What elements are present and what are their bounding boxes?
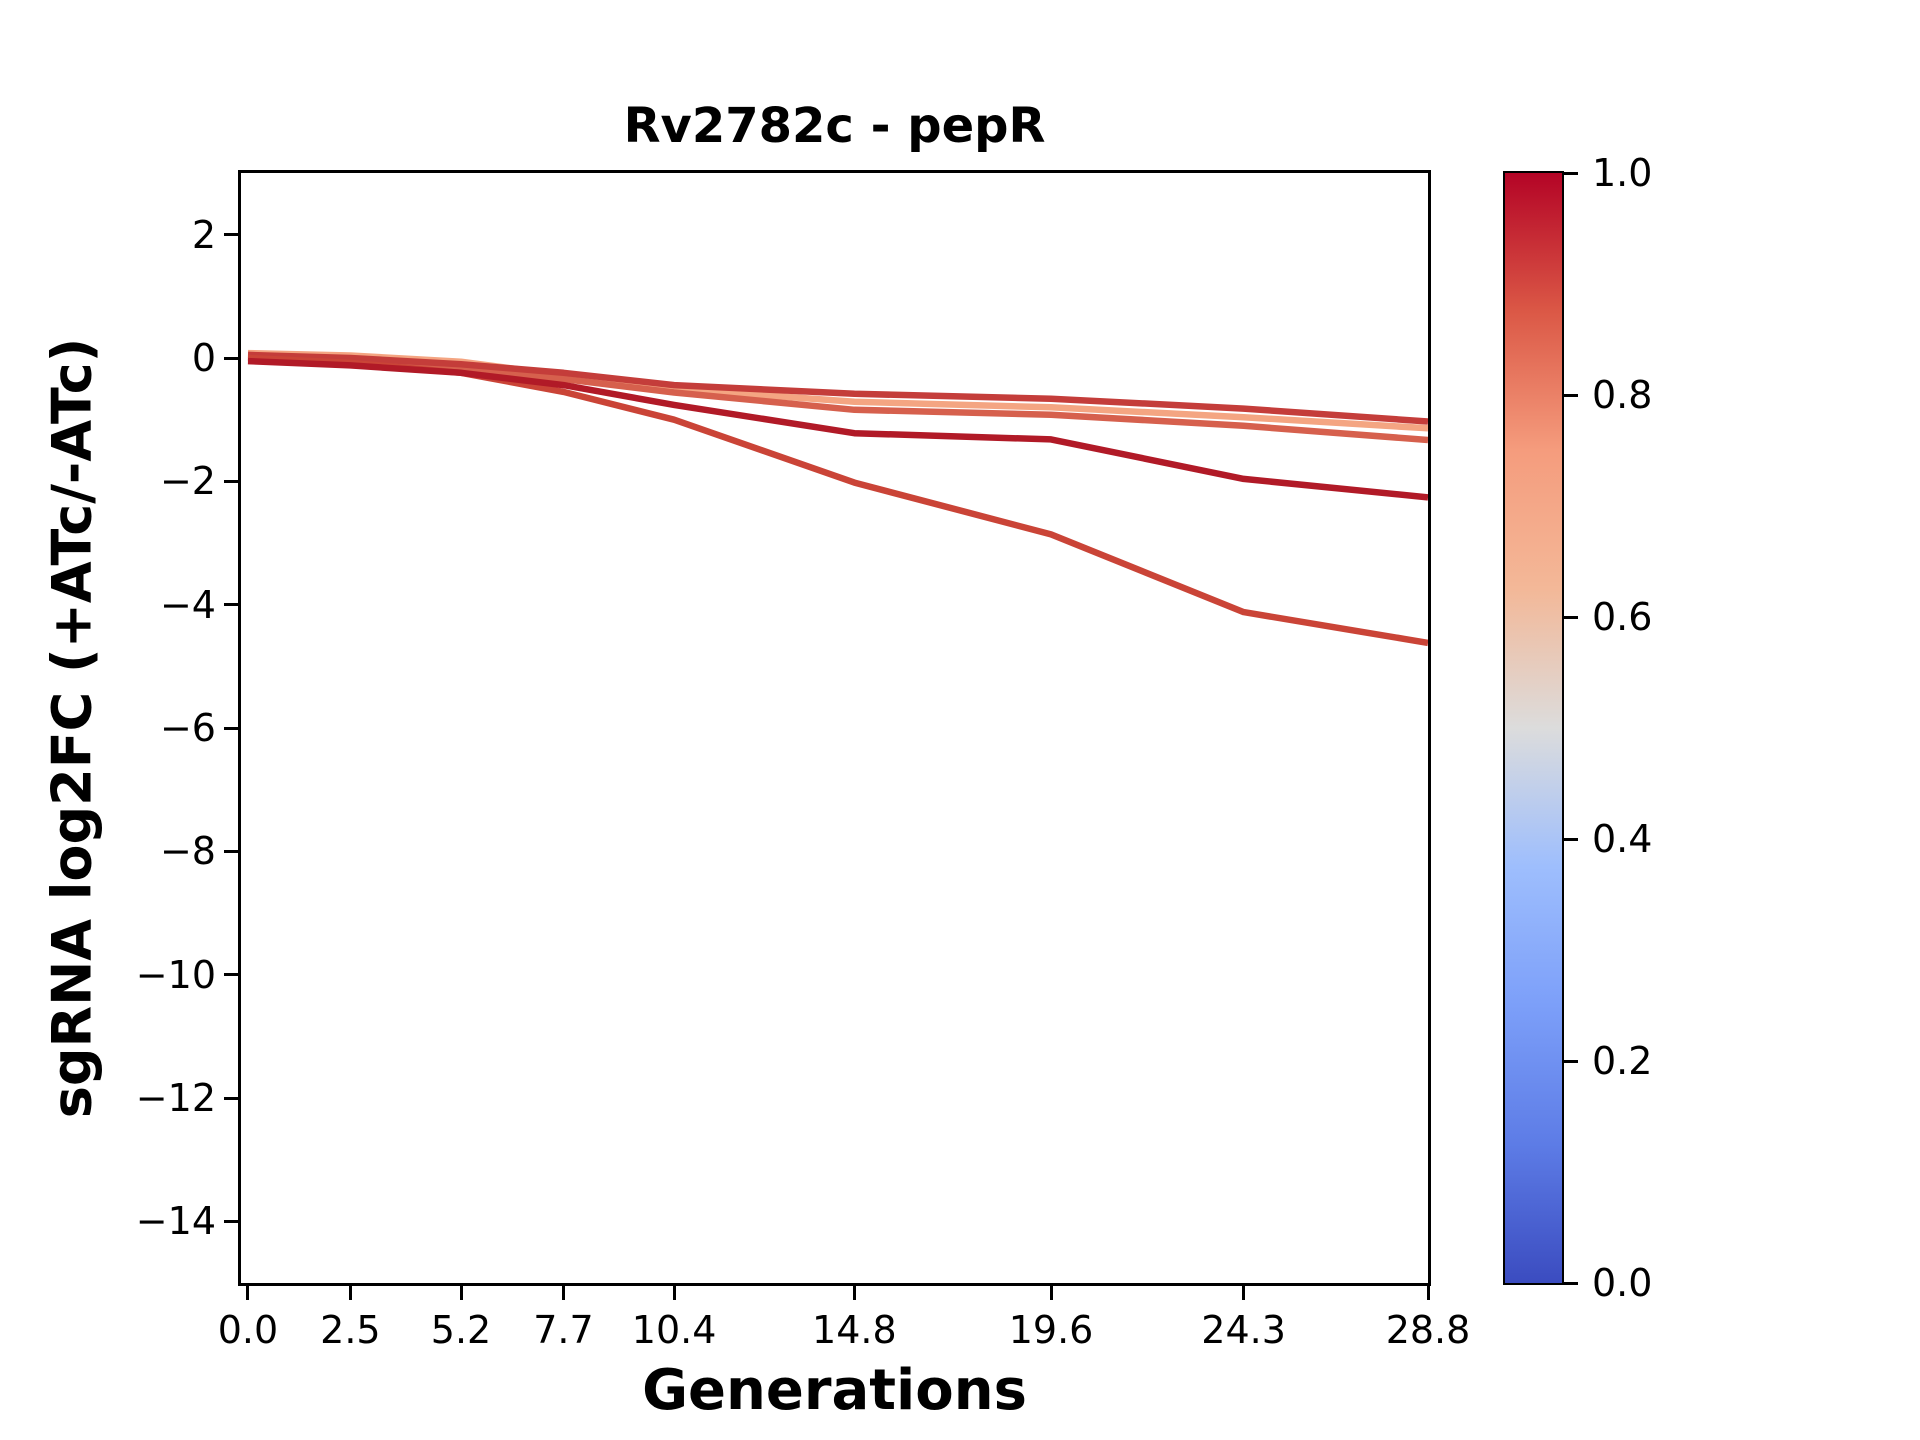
y-tick-mark xyxy=(224,726,238,730)
line-series-svg xyxy=(247,349,1428,647)
y-tick-label: −8 xyxy=(159,829,216,874)
x-tick-mark xyxy=(246,1286,250,1300)
y-tick-mark xyxy=(224,233,238,237)
y-tick-label: 0 xyxy=(191,336,216,380)
colorbar-tick-mark xyxy=(1564,1059,1578,1063)
colorbar-tick-label: 0.4 xyxy=(1592,817,1653,861)
x-tick-label: 10.4 xyxy=(631,1308,717,1352)
colorbar-tick-label: 0.8 xyxy=(1592,373,1653,417)
y-axis-label-text: sgRNA log2FC (+ATc/-ATc) xyxy=(40,337,104,1119)
colorbar-tick-mark xyxy=(1564,1281,1578,1285)
x-axis-label: Generations xyxy=(642,1358,1027,1423)
colorbar-tick-mark xyxy=(1564,393,1578,397)
y-tick-mark xyxy=(224,973,238,977)
chart-title: Rv2782c - pepR xyxy=(623,98,1046,154)
y-tick-label: −10 xyxy=(135,952,216,997)
x-tick-mark xyxy=(459,1286,463,1300)
y-tick-label: −6 xyxy=(159,706,216,750)
x-tick-mark xyxy=(1049,1286,1053,1300)
y-tick-mark xyxy=(224,603,238,607)
y-tick-label: −14 xyxy=(135,1199,216,1244)
y-tick-label: −12 xyxy=(135,1076,216,1120)
x-tick-mark xyxy=(1242,1286,1246,1300)
y-tick-mark xyxy=(224,1219,238,1223)
x-tick-mark xyxy=(1426,1286,1430,1300)
colorbar-tick-label: 0.6 xyxy=(1592,595,1653,639)
colorbar-gradient xyxy=(1505,173,1562,1283)
colorbar-tick-label: 0.2 xyxy=(1592,1039,1653,1083)
plot-area xyxy=(238,170,1431,1286)
y-tick-mark xyxy=(224,1096,238,1100)
x-tick-mark xyxy=(672,1286,676,1300)
x-tick-mark xyxy=(852,1286,856,1300)
colorbar-tick-mark xyxy=(1564,171,1578,175)
colorbar-tick-mark xyxy=(1564,837,1578,841)
series-line-3 xyxy=(247,351,1428,425)
x-tick-label: 7.7 xyxy=(533,1308,594,1352)
y-tick-mark xyxy=(224,849,238,853)
x-tick-mark xyxy=(561,1286,565,1300)
x-tick-label: 0.0 xyxy=(217,1308,279,1352)
x-tick-label: 28.8 xyxy=(1385,1308,1471,1352)
y-tick-label: −2 xyxy=(159,459,216,504)
x-tick-label: 5.2 xyxy=(430,1308,492,1352)
x-tick-label: 14.8 xyxy=(812,1308,897,1352)
y-tick-label: −4 xyxy=(159,582,216,627)
x-tick-mark xyxy=(348,1286,352,1300)
colorbar xyxy=(1503,171,1564,1285)
series-line-5 xyxy=(247,357,1428,501)
colorbar-tick-label: 1.0 xyxy=(1592,151,1653,195)
x-tick-label: 19.6 xyxy=(1008,1308,1094,1352)
y-tick-mark xyxy=(224,479,238,483)
y-tick-mark xyxy=(224,356,238,360)
x-tick-label: 24.3 xyxy=(1201,1308,1286,1352)
colorbar-tick-mark xyxy=(1564,615,1578,619)
x-tick-label: 2.5 xyxy=(320,1308,381,1352)
colorbar-tick-label: 0.0 xyxy=(1592,1261,1653,1305)
y-tick-label: 2 xyxy=(191,212,216,257)
